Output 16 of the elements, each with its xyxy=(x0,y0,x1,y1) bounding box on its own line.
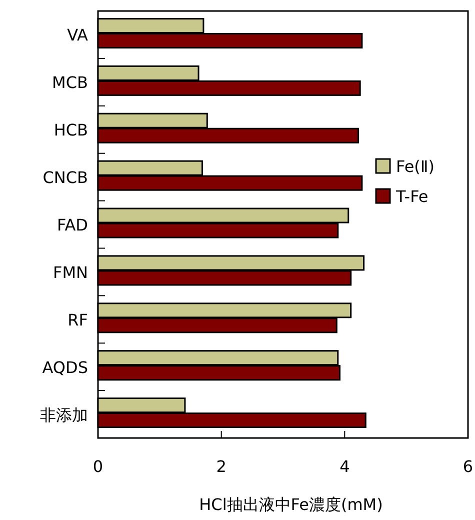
y-tick-label: AQDS xyxy=(42,358,88,377)
x-axis-title: HCl抽出液中Fe濃度(mM) xyxy=(199,495,383,514)
y-tick-label: MCB xyxy=(52,73,88,92)
x-tick-label: 4 xyxy=(340,457,350,476)
x-tick-label: 2 xyxy=(216,457,226,476)
y-tick-label: VA xyxy=(67,26,88,45)
y-tick-label: FAD xyxy=(57,216,88,234)
y-tick-label: CNCB xyxy=(42,168,88,188)
y-tick-label: HCB xyxy=(54,120,88,140)
x-tick-label: 0 xyxy=(92,457,104,476)
legend-label: Fe(Ⅱ) xyxy=(396,157,435,176)
y-tick-label: RF xyxy=(68,310,88,330)
x-tick-label: 6 xyxy=(462,457,474,476)
y-tick-label: 非添加 xyxy=(40,405,88,424)
legend-label: T-Fe xyxy=(395,187,428,206)
y-tick-label: FMN xyxy=(53,262,88,282)
